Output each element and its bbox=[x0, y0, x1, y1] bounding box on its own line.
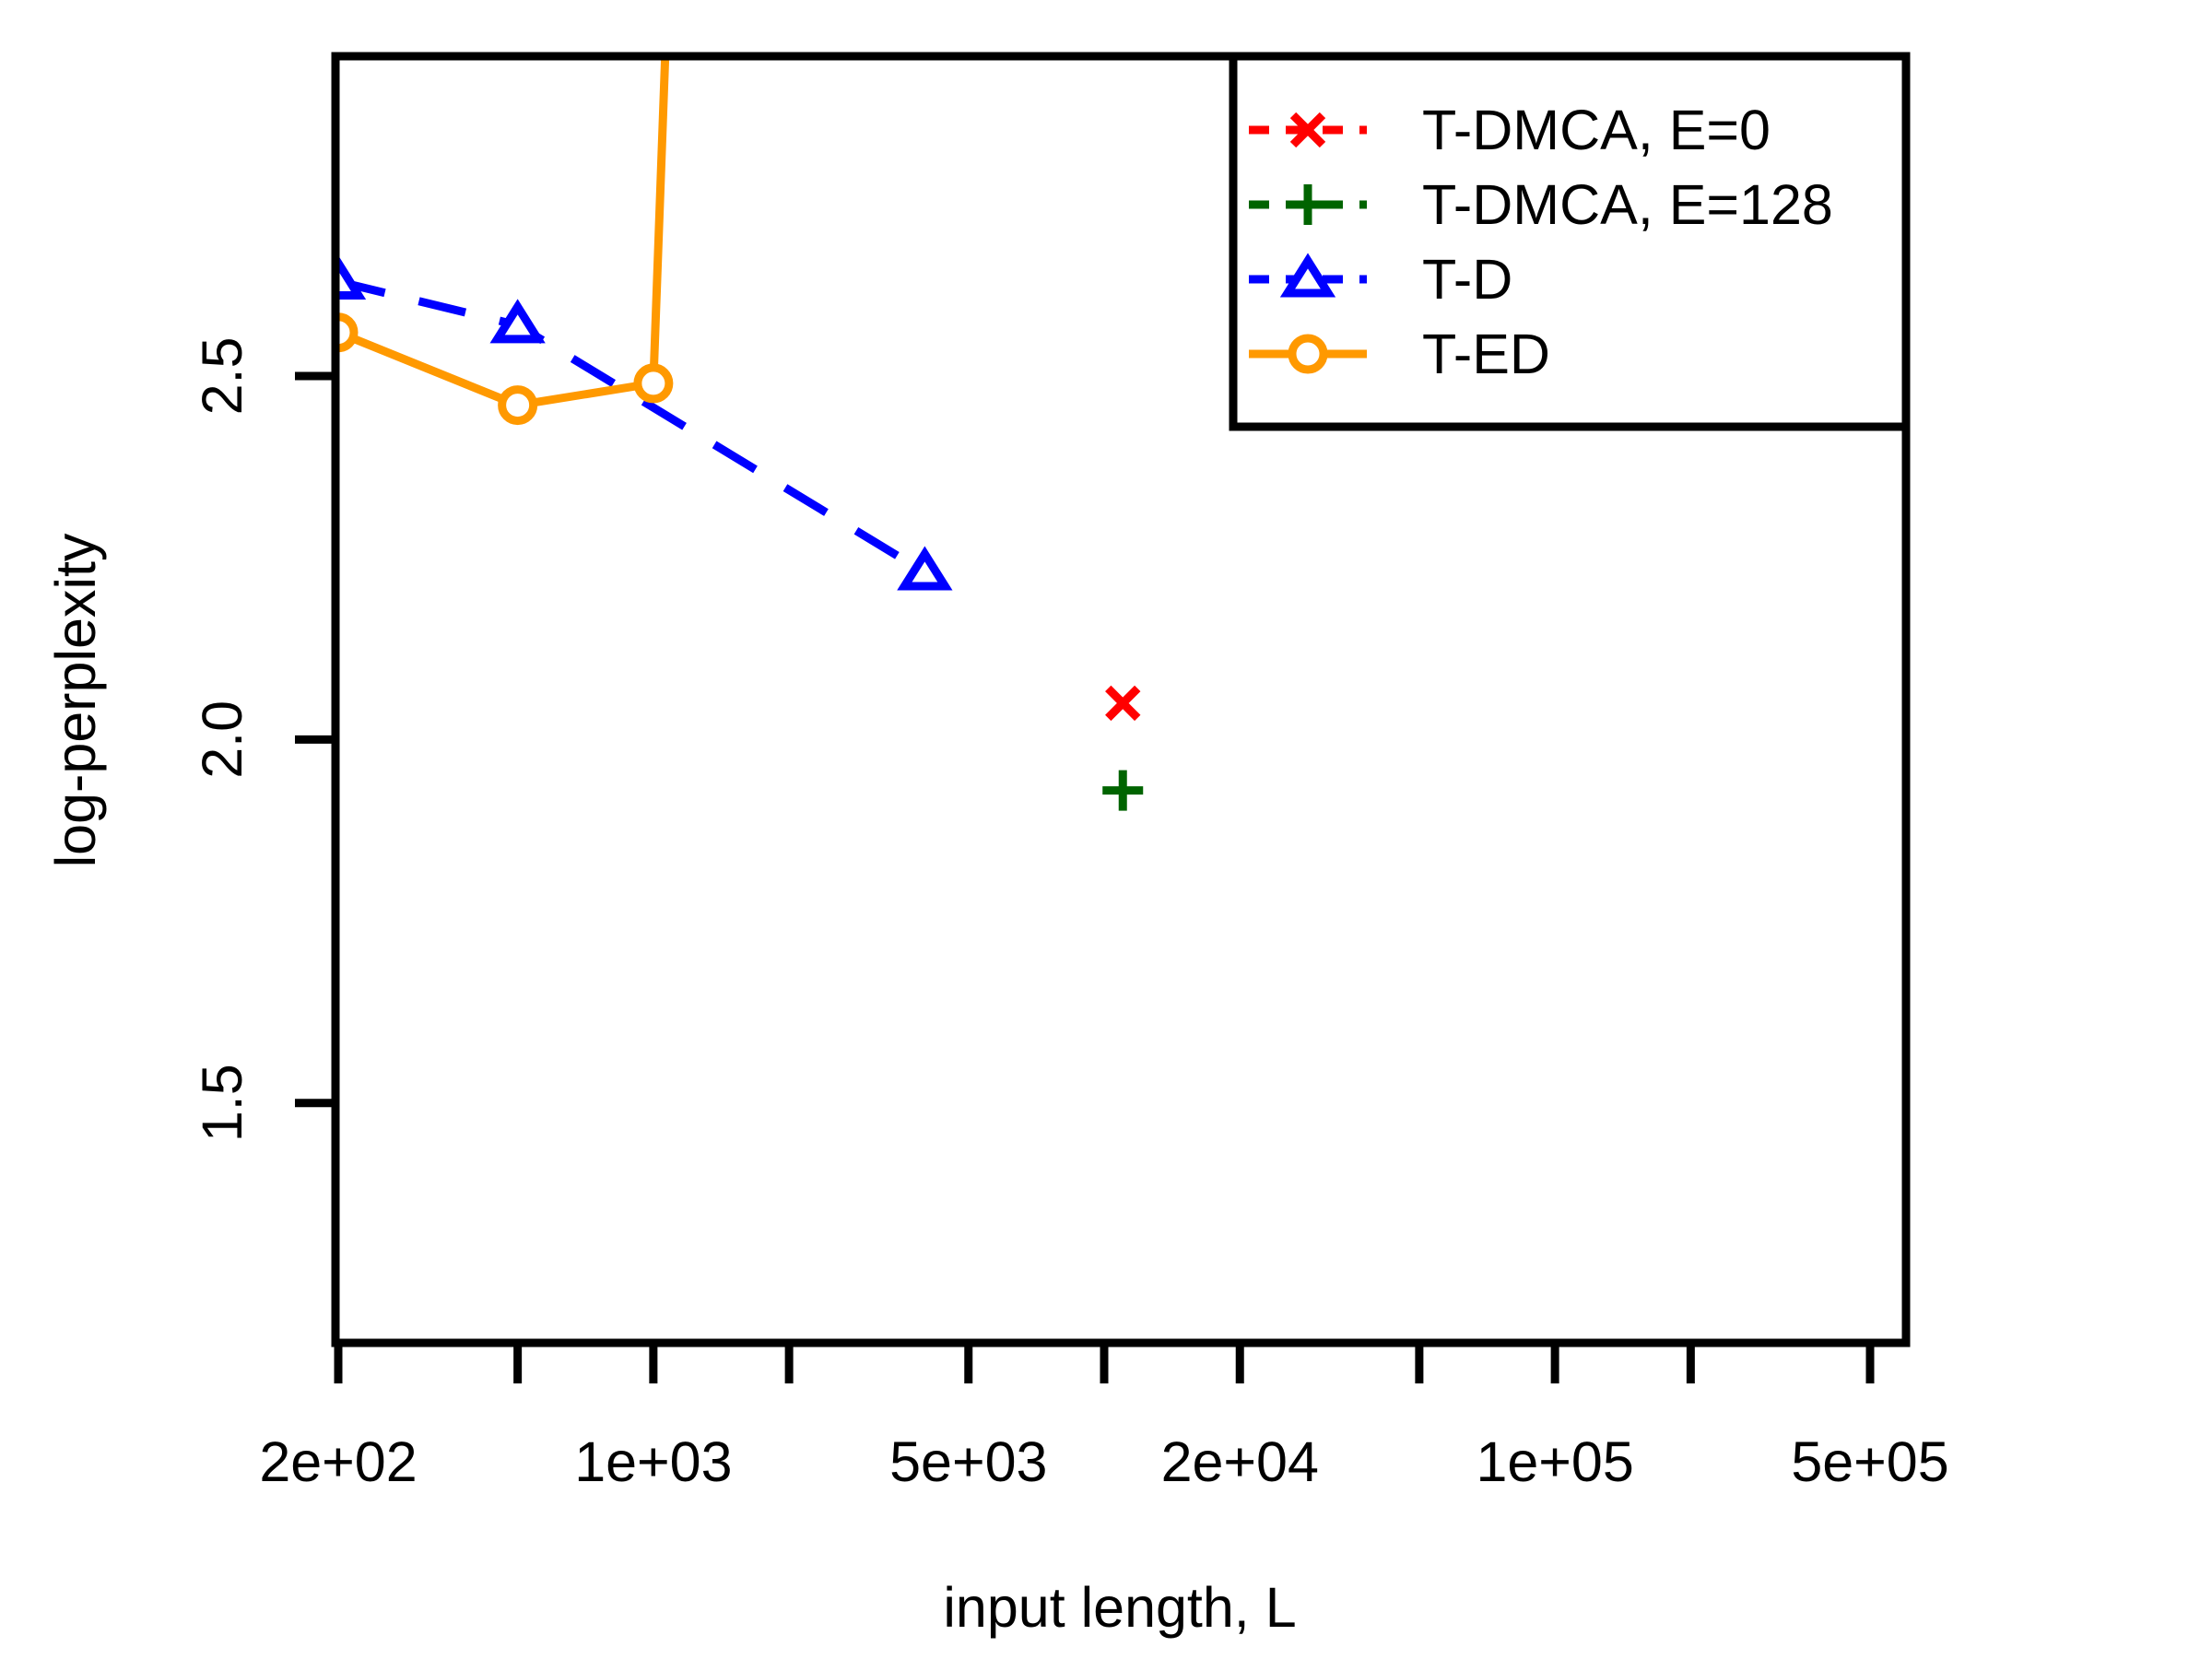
legend-marker bbox=[1288, 184, 1328, 225]
x-tick-label: 2e+04 bbox=[1161, 1430, 1319, 1493]
x-tick-label: 1e+05 bbox=[1476, 1430, 1633, 1493]
data-point bbox=[1102, 770, 1144, 811]
x-axis-title: input length, L bbox=[943, 1576, 1296, 1639]
y-tick-label: 2.0 bbox=[191, 700, 253, 779]
data-point bbox=[489, 299, 546, 344]
legend-marker bbox=[1279, 253, 1336, 298]
legend-entry: T-ED bbox=[1249, 323, 1550, 385]
legend-label: T-D bbox=[1422, 248, 1512, 311]
y-tick-label: 2.5 bbox=[191, 337, 253, 416]
legend-label: T-ED bbox=[1422, 323, 1550, 385]
x-tick-label: 5e+03 bbox=[889, 1430, 1047, 1493]
legend-entry: T-DMCA, E=0 bbox=[1249, 99, 1771, 161]
x-tick-label: 2e+02 bbox=[259, 1430, 417, 1493]
legend-entry: T-DMCA, E=128 bbox=[1249, 173, 1833, 236]
legend-label: T-DMCA, E=128 bbox=[1422, 173, 1833, 236]
data-point bbox=[897, 546, 953, 591]
legend-entry: T-D bbox=[1249, 248, 1512, 311]
series-line bbox=[336, 277, 927, 576]
series-t-d bbox=[335, 255, 953, 591]
legend: T-DMCA, E=0 T-DMCA, E=128 T-D T-ED bbox=[1229, 52, 1911, 431]
y-tick-label: 1.5 bbox=[191, 1064, 253, 1142]
data-point bbox=[633, 363, 674, 404]
data-point bbox=[1105, 685, 1141, 722]
series-layer bbox=[335, 56, 1144, 811]
legend-marker bbox=[1288, 334, 1328, 374]
y-axis: 1.5 2.0 2.5 bbox=[191, 337, 335, 1142]
legend-box bbox=[1229, 52, 1911, 431]
data-point bbox=[498, 385, 538, 426]
x-axis: 2e+02 1e+03 5e+03 2e+04 1e+05 5e+05 bbox=[259, 1343, 1949, 1493]
plot-frame bbox=[331, 52, 1911, 1347]
legend-marker bbox=[1289, 112, 1326, 148]
legend-label: T-DMCA, E=0 bbox=[1422, 99, 1771, 161]
series-t-ed bbox=[335, 56, 674, 426]
series-t-dmca-e-0 bbox=[1105, 685, 1141, 722]
y-axis-title: log-perplexity bbox=[44, 533, 107, 867]
x-tick-label: 5e+05 bbox=[1791, 1430, 1948, 1493]
series-t-dmca-e-128 bbox=[1102, 770, 1144, 811]
series-line bbox=[336, 56, 670, 410]
x-tick-label: 1e+03 bbox=[574, 1430, 732, 1493]
